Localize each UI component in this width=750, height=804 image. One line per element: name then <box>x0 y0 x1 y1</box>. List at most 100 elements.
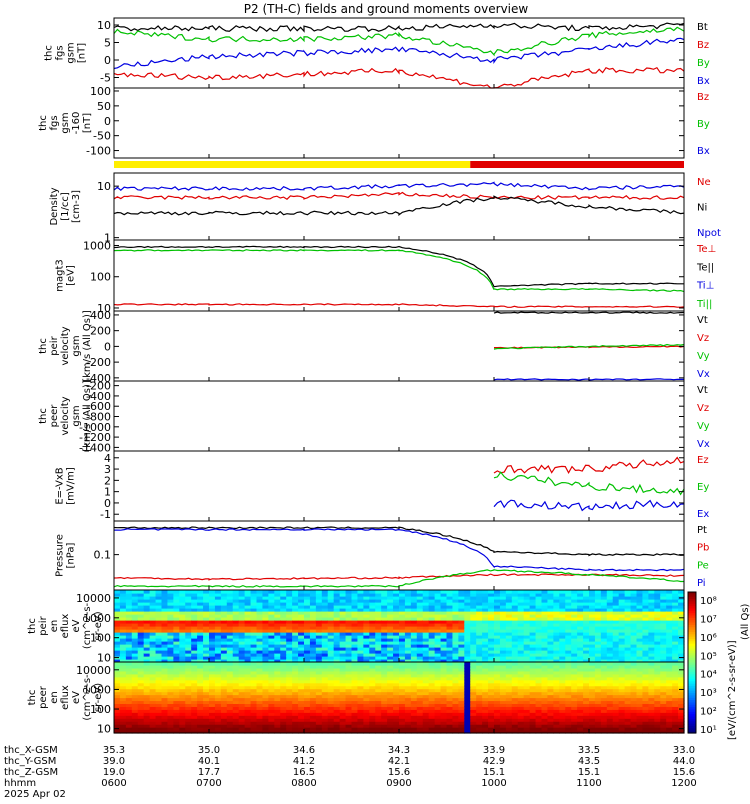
panel-ylabel: Pressure <box>55 534 66 577</box>
spectrogram-cell <box>126 590 133 594</box>
x-row-value: 44.0 <box>673 756 695 767</box>
spectrogram-cell <box>506 662 513 666</box>
spectrogram-cell <box>375 590 382 594</box>
panel-ylabel: -160 <box>71 112 82 135</box>
colorbar-tick-label: 10³ <box>700 688 717 699</box>
spectrogram-cell <box>536 662 543 666</box>
spectrogram-cell <box>322 590 329 594</box>
panel-ylabel: [nT] <box>82 113 93 133</box>
spectrogram-cell <box>637 590 644 594</box>
spectrogram-cell <box>274 662 281 666</box>
spectrogram-cell <box>399 590 406 594</box>
spectrogram-cell <box>120 590 127 594</box>
spectrogram-cell <box>316 662 323 666</box>
spectrogram-cell <box>346 662 353 666</box>
spectrogram-cell <box>114 590 121 594</box>
panel-ylabel: peir <box>38 615 49 635</box>
panel-ylabel: gsm <box>60 112 71 133</box>
spectrogram-cell <box>203 590 210 594</box>
legend-entry: Vx <box>697 369 710 380</box>
panel-ylabel: peer <box>49 404 60 428</box>
spectrogram-cell <box>251 662 258 666</box>
panel-ylabel: Density <box>49 187 60 225</box>
spectrogram-cell <box>209 590 216 594</box>
spectrogram-cell <box>553 662 560 666</box>
spectrogram-cell <box>179 590 186 594</box>
spectrogram-cell <box>542 662 549 666</box>
spectrogram-cell <box>227 662 234 666</box>
y-tick-label: 100 <box>90 632 111 645</box>
x-row-value: 42.9 <box>483 756 505 767</box>
spectrogram-cell <box>304 590 311 594</box>
spectrogram-cell <box>268 662 275 666</box>
spectrogram-cell <box>375 662 382 666</box>
spectrogram-cell <box>583 590 590 594</box>
spectrogram-cell <box>648 662 655 666</box>
spectrogram-cell <box>144 662 151 666</box>
spectrogram-cell <box>530 590 537 594</box>
panel-ylabel: E=-VxB <box>55 467 66 504</box>
legend-entry: Pi <box>697 578 706 589</box>
spectrogram-cell <box>405 590 412 594</box>
panel-ylabel: gsm <box>66 42 77 63</box>
spectrogram-cell <box>542 590 549 594</box>
y-tick-label: 1000 <box>83 683 111 696</box>
series-Npot <box>114 182 684 190</box>
panel-ylabel: eV <box>71 619 82 632</box>
spectrogram-cell <box>447 590 454 594</box>
spectrogram-cell <box>257 662 264 666</box>
spectrogram-cell <box>156 662 163 666</box>
spectrogram-cell <box>672 662 679 666</box>
spectrogram-cell <box>530 662 537 666</box>
spectrogram-cell <box>126 662 133 666</box>
series-Ne <box>114 193 684 200</box>
spectrogram-cell <box>346 590 353 594</box>
spectrogram-cell <box>274 590 281 594</box>
series-Bx <box>114 38 684 68</box>
panel-frame-efield <box>114 451 684 521</box>
spectrogram-cell <box>417 590 424 594</box>
spectrogram-cell <box>197 662 204 666</box>
panel-ylabel: [1/cc] <box>60 192 71 221</box>
panel-ylabel: en <box>49 691 60 704</box>
y-tick-label: 10000 <box>76 664 111 677</box>
y-tick-label: 100 <box>90 85 111 98</box>
spectrogram-cell <box>369 590 376 594</box>
spectrogram-cell <box>571 662 578 666</box>
spectrogram-cell <box>607 590 614 594</box>
spectrogram-cell <box>310 662 317 666</box>
plot-title: P2 (TH-C) fields and ground moments over… <box>244 2 529 16</box>
spectrogram-cell <box>577 590 584 594</box>
spectrogram-cell <box>262 590 269 594</box>
spectrogram-cell <box>310 590 317 594</box>
spectrogram-cell <box>381 590 388 594</box>
spectrogram-cell <box>631 590 638 594</box>
panel-ylabel: thc <box>38 115 49 131</box>
x-row-value: 41.2 <box>293 756 315 767</box>
legend-entry: Vy <box>697 351 710 362</box>
spectrogram-cell <box>286 662 293 666</box>
spectrogram-cell <box>423 662 430 666</box>
x-row-value: 33.9 <box>483 745 505 756</box>
colorbar-label: (All Qs) <box>740 603 750 640</box>
series-Ey <box>494 472 684 494</box>
spectrogram-cell <box>381 662 388 666</box>
series-Bt <box>114 23 684 31</box>
spectrogram-cell <box>363 590 370 594</box>
spectrogram-cell <box>150 590 157 594</box>
panel-ylabel: eflux <box>60 614 71 639</box>
panel-ylabel: eflux <box>60 685 71 710</box>
spectrogram-cell <box>268 590 275 594</box>
spectrogram-cell <box>559 590 566 594</box>
spectrogram-cell <box>411 590 418 594</box>
legend-entry: Ti|| <box>696 299 712 310</box>
series-Ti|| <box>114 250 684 292</box>
spectrogram-cell <box>292 590 299 594</box>
x-row-value: 35.3 <box>103 745 125 756</box>
spectrogram-cell <box>393 662 400 666</box>
y-tick-label: 100 <box>90 271 111 284</box>
spectrogram-cell <box>482 662 489 666</box>
spectrogram-cell <box>458 662 465 666</box>
x-row-value: 16.5 <box>293 767 315 778</box>
